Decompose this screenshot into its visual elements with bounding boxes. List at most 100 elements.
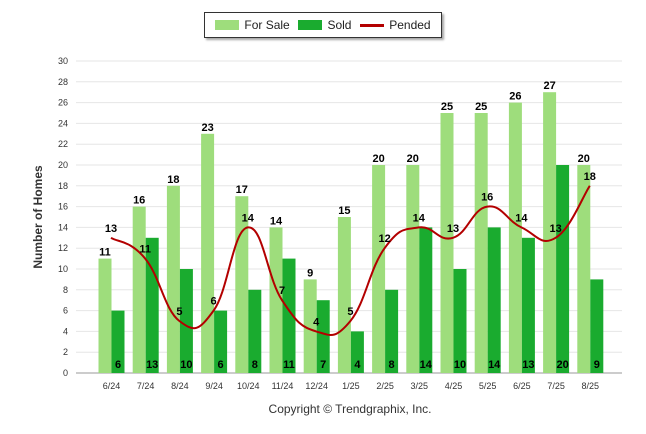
- x-axis-ticks: 6/24 7/24 8/24 9/24 10/24 11/24 12/24 1/25 2/25 3…: [103, 381, 599, 391]
- data-label-sold: 11: [283, 359, 295, 371]
- x-tick-label: 7/24: [137, 381, 155, 391]
- x-tick-label: 10/24: [237, 381, 260, 391]
- data-label-pended: 13: [549, 223, 561, 235]
- x-tick-label: 1/25: [342, 381, 360, 391]
- bar-for-sale: [440, 113, 454, 373]
- data-label-pended: 13: [447, 223, 459, 235]
- data-label-for-sale: 27: [543, 80, 555, 92]
- data-label-sold: 4: [354, 359, 361, 371]
- data-label-sold: 8: [252, 359, 258, 371]
- bar-for-sale: [406, 165, 420, 373]
- bar-for-sale: [508, 102, 522, 373]
- data-label-for-sale: 25: [441, 101, 453, 113]
- data-label-for-sale: 11: [99, 247, 111, 259]
- data-label-for-sale: 18: [167, 174, 179, 186]
- bar-for-sale: [98, 258, 112, 373]
- x-tick-label: 8/24: [171, 381, 189, 391]
- y-tick-label: 30: [58, 56, 68, 66]
- bars: [98, 92, 604, 373]
- data-label-pended: 18: [584, 171, 596, 183]
- data-label-for-sale: 15: [338, 205, 350, 217]
- y-tick-label: 8: [63, 285, 68, 295]
- bar-for-sale: [577, 165, 591, 373]
- y-tick-label: 0: [63, 368, 68, 378]
- data-label-pended: 14: [242, 212, 255, 224]
- bar-for-sale: [201, 133, 215, 373]
- bar-sold: [487, 227, 501, 373]
- data-label-pended: 4: [313, 316, 320, 328]
- x-tick-label: 12/24: [305, 381, 328, 391]
- legend-label-sold: Sold: [327, 18, 352, 32]
- y-tick-label: 14: [58, 222, 68, 232]
- bar-sold: [556, 165, 570, 373]
- bar-sold: [214, 310, 228, 373]
- y-tick-label: 18: [58, 181, 68, 191]
- data-label-sold: 14: [420, 359, 433, 371]
- x-tick-label: 6/25: [513, 381, 531, 391]
- bar-sold: [385, 289, 399, 373]
- data-label-for-sale: 9: [307, 267, 313, 279]
- x-tick-label: 8/25: [582, 381, 600, 391]
- data-label-for-sale: 20: [578, 153, 590, 165]
- data-label-for-sale: 14: [270, 215, 283, 227]
- bar-sold: [248, 289, 262, 373]
- legend-label-for-sale: For Sale: [244, 18, 290, 32]
- data-label-for-sale: 20: [372, 153, 384, 165]
- x-tick-label: 9/24: [205, 381, 223, 391]
- data-label-sold: 14: [488, 359, 501, 371]
- data-label-sold: 8: [389, 359, 395, 371]
- y-tick-label: 16: [58, 202, 68, 212]
- y-tick-label: 2: [63, 347, 68, 357]
- bar-sold: [521, 237, 535, 373]
- bar-for-sale: [132, 206, 146, 373]
- bar-for-sale: [474, 113, 488, 373]
- data-label-sold: 10: [454, 359, 466, 371]
- bar-sold: [111, 310, 125, 373]
- y-tick-label: 26: [58, 98, 68, 108]
- data-label-for-sale: 26: [509, 91, 521, 103]
- bar-sold: [350, 331, 364, 373]
- data-labels: 11 6 16 13 18 10 23 6 17 8 14 11 9 7 15 4 20 8 20 14 25 10 25 1…: [99, 80, 600, 371]
- data-label-pended: 11: [139, 244, 151, 256]
- data-label-pended: 13: [105, 223, 117, 235]
- data-label-for-sale: 16: [133, 195, 145, 207]
- legend-item-for-sale: For Sale: [215, 18, 290, 32]
- legend-swatch-for-sale: [215, 20, 240, 30]
- y-tick-label: 20: [58, 160, 68, 170]
- x-tick-label: 2/25: [376, 381, 394, 391]
- data-label-sold: 10: [180, 359, 192, 371]
- y-tick-label: 10: [58, 264, 68, 274]
- legend-item-sold: Sold: [298, 18, 351, 32]
- data-label-sold: 6: [115, 359, 121, 371]
- bar-for-sale: [372, 165, 386, 373]
- legend-swatch-sold: [298, 20, 323, 30]
- y-axis-title: Number of Homes: [31, 165, 45, 269]
- legend-swatch-pended: [360, 23, 385, 27]
- bar-for-sale: [337, 217, 351, 373]
- data-label-sold: 9: [594, 359, 600, 371]
- data-label-for-sale: 23: [201, 122, 213, 134]
- data-label-pended: 12: [378, 233, 390, 245]
- x-tick-label: 4/25: [445, 381, 463, 391]
- bar-sold: [453, 269, 467, 373]
- data-label-sold: 6: [218, 359, 224, 371]
- data-label-for-sale: 25: [475, 101, 487, 113]
- data-label-sold: 20: [556, 359, 568, 371]
- copyright-text: Copyright © Trendgraphix, Inc.: [268, 402, 432, 416]
- bar-for-sale: [303, 279, 317, 373]
- bar-sold: [590, 279, 604, 373]
- bar-sold: [179, 269, 193, 373]
- y-tick-label: 6: [63, 306, 68, 316]
- bar-sold: [145, 237, 159, 373]
- data-label-pended: 14: [515, 212, 528, 224]
- bar-sold: [419, 227, 433, 373]
- legend-label-pended: Pended: [389, 18, 431, 32]
- data-label-sold: 13: [522, 359, 534, 371]
- legend-item-pended: Pended: [360, 18, 431, 32]
- data-label-pended: 7: [279, 285, 285, 297]
- y-tick-label: 12: [58, 243, 68, 253]
- data-label-pended: 14: [413, 212, 426, 224]
- bar-for-sale: [543, 92, 557, 373]
